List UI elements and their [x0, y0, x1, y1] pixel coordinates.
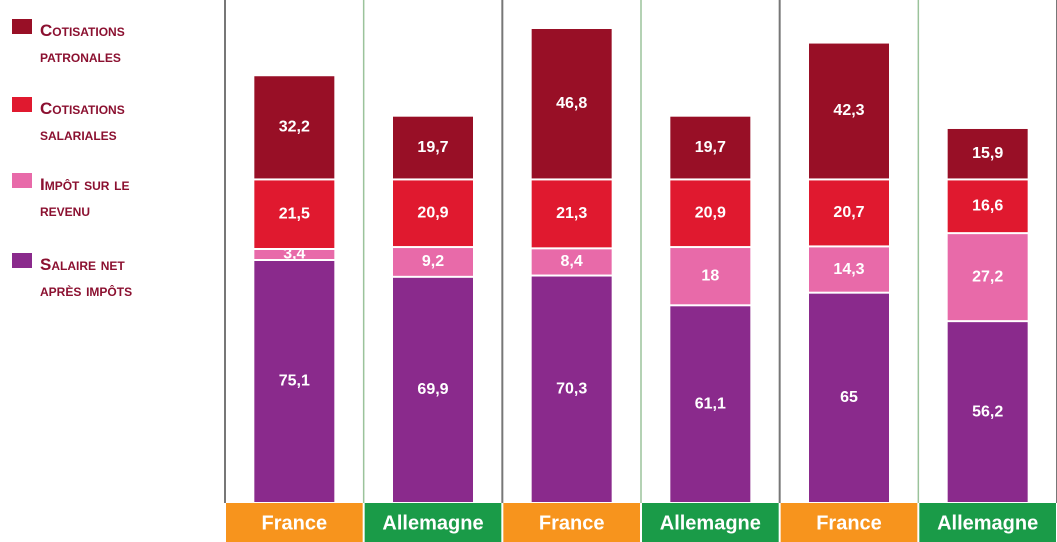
category-box: [503, 503, 640, 542]
bar-segment: [809, 293, 889, 502]
value-label: 19,7: [417, 139, 448, 156]
x-tick-label: Allemagne: [660, 512, 761, 534]
legend-swatch: [12, 253, 32, 268]
bar-segment: [393, 248, 473, 276]
legend-label: Cotisations salariales: [40, 99, 125, 144]
bar-segment: [670, 306, 751, 502]
bar-segment: [531, 276, 612, 502]
legend-item: Salaire net après impôts: [12, 252, 182, 304]
value-label: 46,8: [556, 95, 587, 112]
bar-segment: [254, 249, 335, 259]
value-label: 70,3: [556, 380, 587, 397]
x-tick-label: Allemagne: [937, 512, 1038, 534]
bar-segment: [947, 128, 1028, 179]
value-label: 75,1: [279, 373, 310, 390]
value-label: 20,9: [417, 204, 448, 221]
legend-item: Cotisations patronales: [12, 18, 182, 70]
legend-label: Impôt sur le revenu: [40, 175, 130, 220]
value-label: 56,2: [972, 403, 1003, 420]
value-label: 42,3: [833, 102, 864, 119]
value-label: 27,2: [972, 268, 1003, 285]
value-label: 9,2: [422, 253, 444, 270]
legend-swatch: [12, 173, 32, 188]
category-box: [364, 503, 502, 542]
legend-label: Cotisations patronales: [40, 21, 125, 66]
bar-segment: [670, 248, 751, 305]
bar-segment: [531, 29, 612, 179]
x-tick-label: France: [816, 512, 882, 534]
legend-swatch: [12, 19, 32, 34]
value-label: 8,4: [561, 253, 583, 270]
bar-segment: [947, 234, 1028, 321]
value-label: 16,6: [972, 198, 1003, 215]
category-box: [642, 503, 779, 542]
bar-segment: [947, 180, 1028, 233]
category-box: [780, 503, 918, 542]
bar-segment: [670, 180, 751, 247]
value-label: 19,7: [695, 139, 726, 156]
category-box: [919, 503, 1056, 542]
bar-segment: [531, 180, 612, 248]
value-label: 65: [840, 389, 858, 406]
value-label: 21,5: [279, 205, 310, 222]
value-label: 32,2: [279, 119, 310, 136]
legend-item: Cotisations salariales: [12, 96, 182, 148]
bar-segment: [254, 260, 335, 502]
bar-segment: [809, 247, 889, 292]
x-tick-label: France: [262, 512, 328, 534]
value-label: 14,3: [833, 261, 864, 278]
x-tick-label: Allemagne: [382, 512, 483, 534]
bar-segment: [809, 180, 889, 246]
legend-item: Impôt sur le revenu: [12, 172, 182, 224]
value-label: 69,9: [417, 381, 448, 398]
value-label: 61,1: [695, 395, 726, 412]
value-label: 15,9: [972, 145, 1003, 162]
legend-label: Salaire net après impôts: [40, 255, 133, 300]
legend-swatch: [12, 97, 32, 112]
bar-segment: [393, 277, 473, 502]
category-box: [226, 503, 363, 542]
x-tick-label: France: [539, 512, 605, 534]
bar-segment: [393, 180, 473, 247]
value-label: 18: [701, 267, 719, 284]
bar-segment: [254, 180, 335, 248]
value-label: 21,3: [556, 205, 587, 222]
bar-segment: [393, 116, 473, 179]
value-label: 20,7: [833, 204, 864, 221]
bar-segment: [531, 249, 612, 275]
bar-segment: [254, 76, 335, 179]
bar-segment: [670, 116, 751, 179]
value-label: 3,4: [283, 246, 305, 263]
value-label: 20,9: [695, 204, 726, 221]
bar-segment: [809, 43, 889, 179]
bar-segment: [947, 322, 1028, 502]
